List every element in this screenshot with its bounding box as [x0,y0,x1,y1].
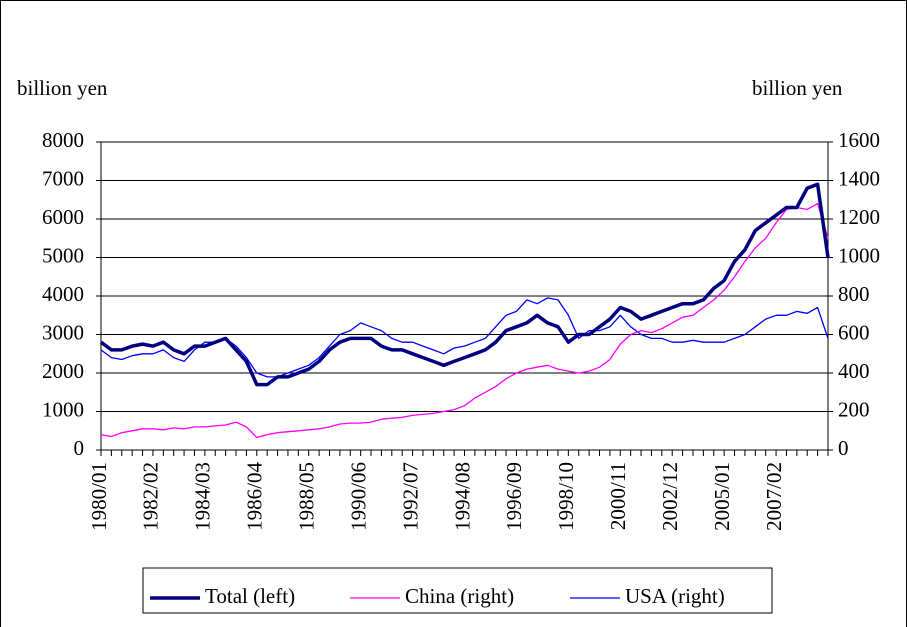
y2-tick-label: 1600 [838,128,880,152]
x-tick-label: 2007/02 [762,462,786,531]
x-tick-label: 1984/03 [191,462,215,531]
y2-tick-label: 0 [838,436,849,460]
x-tick-label: 1982/02 [139,462,163,531]
x-tick-label: 1980/01 [87,462,111,531]
x-tick-label: 1994/08 [450,462,474,531]
y-tick-label: 2000 [42,359,84,383]
y2-tick-label: 200 [838,397,870,421]
y-tick-label: 1000 [42,397,84,421]
y2-tick-label: 1200 [838,205,880,229]
y-tick-label: 8000 [42,128,84,152]
x-tick-label: 1998/10 [554,462,578,531]
y-tick-label: 6000 [42,205,84,229]
x-tick-label: 1996/09 [502,462,526,531]
x-tick-label: 1986/04 [243,462,267,531]
x-tick-label: 2000/11 [606,462,630,530]
y-tick-label: 0 [74,436,85,460]
y2-tick-label: 1400 [838,166,880,190]
legend-box [142,567,773,614]
x-tick-label: 1988/05 [295,462,319,531]
y-tick-label: 4000 [42,282,84,306]
y2-tick-label: 800 [838,282,870,306]
y-tick-label: 5000 [42,243,84,267]
y2-axis-label: billion yen [752,76,843,100]
legend-label: USA (right) [625,584,725,608]
series-line [99,182,830,387]
y2-tick-label: 1000 [838,243,880,267]
series-line [100,202,829,439]
x-tick-label: 2002/12 [658,462,682,531]
y-tick-label: 7000 [42,166,84,190]
y-axis-label: billion yen [17,76,108,100]
x-tick-label: 1990/06 [346,462,370,531]
legend-label: Total (left) [205,584,295,608]
legend-label: China (right) [405,584,514,608]
y-tick-label: 3000 [42,320,84,344]
y2-tick-label: 600 [838,320,870,344]
x-tick-label: 2005/01 [710,462,734,531]
y2-tick-label: 400 [838,359,870,383]
x-tick-label: 1992/07 [398,462,422,531]
